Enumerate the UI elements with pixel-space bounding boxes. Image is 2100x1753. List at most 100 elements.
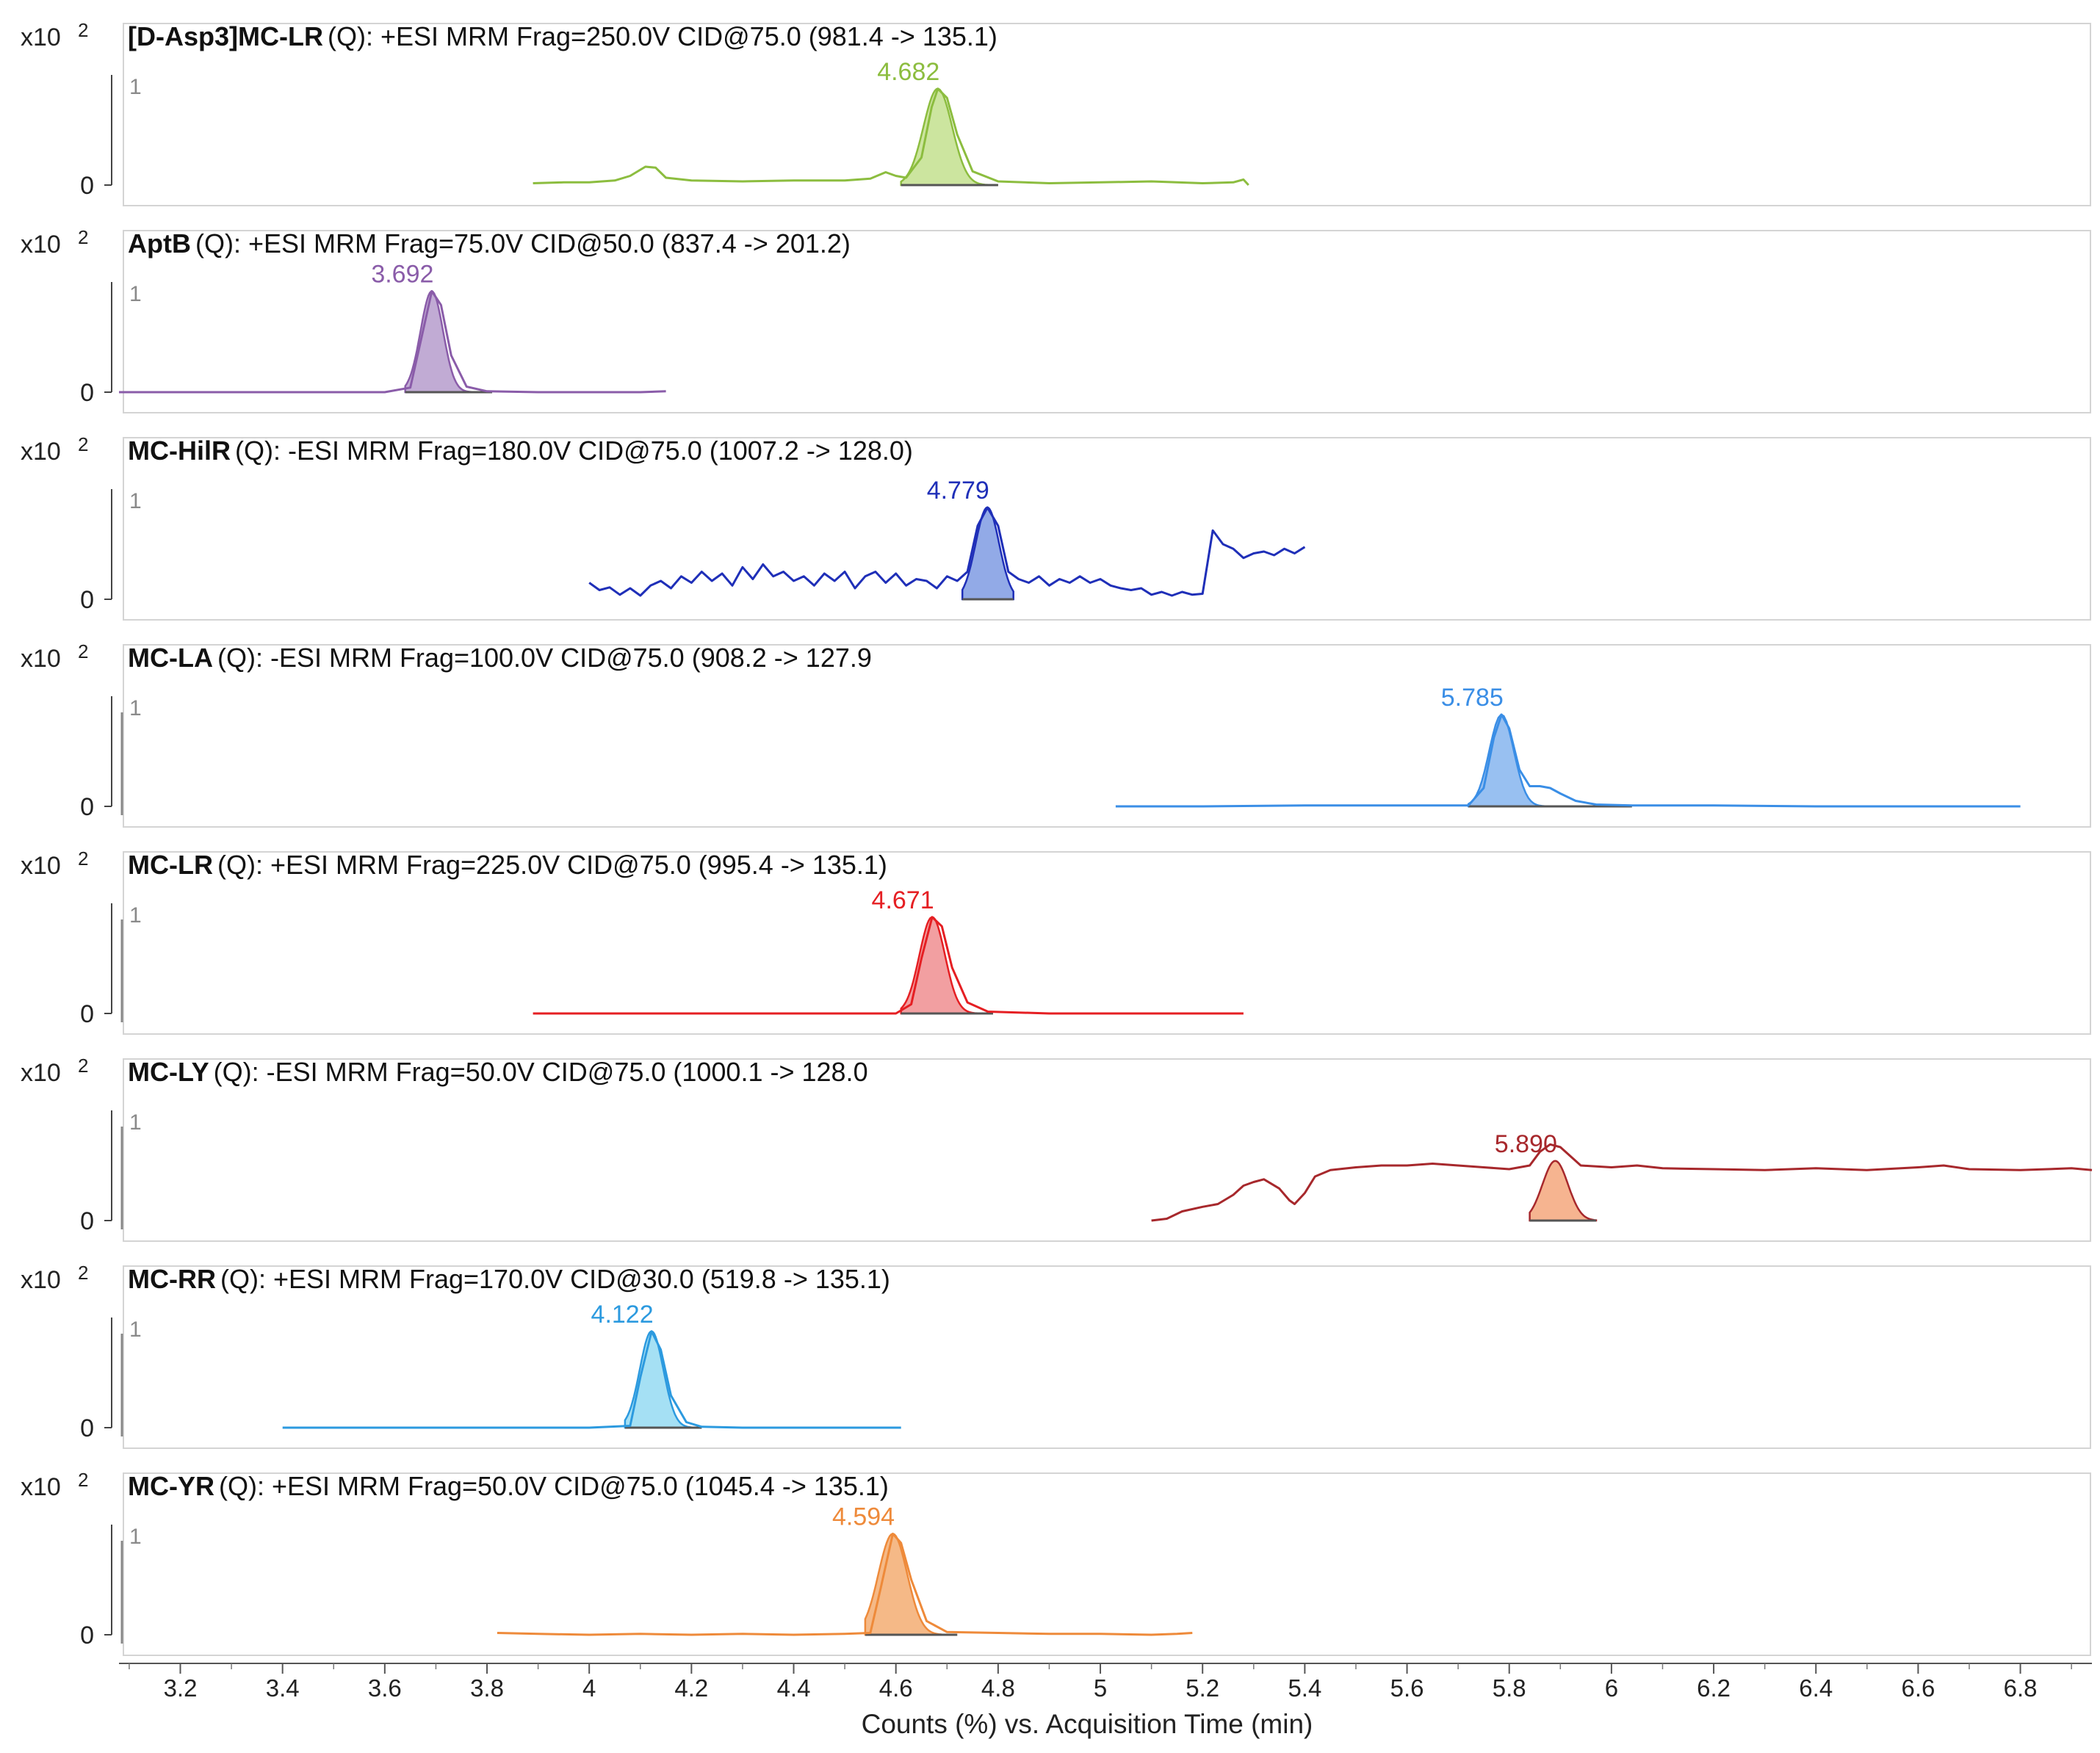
y-tick-label-0: 0 [80, 1622, 94, 1649]
transition-info: (Q): +ESI MRM Frag=250.0V CID@75.0 (981.… [328, 21, 997, 51]
y-exponent: 2 [78, 640, 88, 662]
peak-label: 4.779 [927, 477, 989, 505]
x-tick-label: 4.4 [777, 1674, 811, 1702]
panel-title: [D-Asp3]MC-LR (Q): +ESI MRM Frag=250.0V C… [128, 21, 997, 51]
trace-line [119, 290, 666, 394]
panel-5: x10 2 0 1 MC-LR (Q): +ESI MRM Frag=225.0V CID… [21, 847, 2091, 1035]
y-tick-label-0: 0 [80, 172, 94, 200]
y-tick-label-1: 1 [129, 1110, 142, 1135]
panel-6: x10 2 0 1 MC-LY (Q): -ESI MRM Frag=50.0V CID@… [21, 1055, 2093, 1242]
x-tick-label: 6.2 [1697, 1674, 1731, 1702]
x-tick-label: 3.8 [470, 1674, 504, 1702]
y-tick-label-0: 0 [80, 793, 94, 821]
panel-frame [123, 437, 2091, 621]
panel-frame [123, 1265, 2091, 1449]
y-exponent: 2 [78, 847, 88, 870]
panel-frame [123, 644, 2091, 828]
transition-info: (Q): +ESI MRM Frag=170.0V CID@30.0 (519.… [220, 1264, 890, 1294]
y-exponent: 2 [78, 226, 88, 248]
peak-label: 4.122 [591, 1301, 654, 1329]
compound-name: MC-HilR [128, 435, 231, 466]
panel-frame [123, 1472, 2091, 1656]
y-multiplier: x10 [21, 231, 61, 259]
panel-4: x10 2 0 1 MC-LA (Q): -ESI MRM Frag=100.0V CID… [21, 640, 2091, 828]
panel-title: MC-LY (Q): -ESI MRM Frag=50.0V CID@75.0 (… [128, 1057, 868, 1087]
y-tick-label-0: 0 [80, 1414, 94, 1442]
compound-name: MC-RR [128, 1264, 216, 1294]
x-tick-label: 5.2 [1186, 1674, 1219, 1702]
x-tick-label: 5.4 [1288, 1674, 1321, 1702]
panels: x10 2 0 1 [D-Asp3]MC-LR (Q): +ESI MRM Frag=25… [21, 19, 2093, 1656]
y-tick-label-1: 1 [129, 1525, 142, 1549]
y-multiplier: x10 [21, 645, 61, 673]
x-axis: 3.2 3.4 3.6 3.8 4 4.2 4.4 4.6 4.8 5 5.2 5.4 5.6 5.8 6 6… [119, 1663, 2092, 1739]
panel-1: x10 2 0 1 [D-Asp3]MC-LR (Q): +ESI MRM Frag=25… [21, 19, 2091, 206]
x-tick-label: 5.6 [1390, 1674, 1424, 1702]
y-exponent: 2 [78, 1055, 88, 1077]
y-tick-label-1: 1 [129, 75, 142, 99]
peak-label: 5.890 [1495, 1130, 1557, 1158]
panel-3: x10 2 0 1 MC-HilR (Q): -ESI MRM Frag=180.0V C… [21, 433, 2091, 621]
panel-frame [123, 23, 2091, 206]
trace-line [1115, 713, 2021, 808]
compound-name: MC-LA [128, 643, 213, 673]
y-tick-label-1: 1 [129, 489, 142, 513]
panel-title: MC-LR (Q): +ESI MRM Frag=225.0V CID@75.0 … [128, 850, 887, 880]
panel-title: MC-HilR (Q): -ESI MRM Frag=180.0V CID@75.… [128, 435, 913, 466]
x-tick-label: 5.8 [1493, 1674, 1526, 1702]
x-tick-label: 3.2 [164, 1674, 198, 1702]
transition-info: (Q): +ESI MRM Frag=225.0V CID@75.0 (995.… [217, 850, 887, 880]
peak-label: 5.785 [1441, 684, 1504, 712]
compound-name: AptB [128, 228, 191, 259]
transition-info: (Q): -ESI MRM Frag=180.0V CID@75.0 (1007… [235, 435, 913, 466]
peak-label: 4.671 [872, 886, 934, 914]
trace-line [588, 506, 1306, 597]
y-multiplier: x10 [21, 852, 61, 880]
y-tick-label-0: 0 [80, 1000, 94, 1028]
x-tick-label: 6.8 [2004, 1674, 2038, 1702]
compound-name: MC-LR [128, 850, 213, 880]
trace-line [282, 1330, 901, 1429]
peak-fill [1529, 1160, 1598, 1222]
x-axis-label: Counts (%) vs. Acquisition Time (min) [862, 1709, 1313, 1739]
x-tick-label: 3.6 [368, 1674, 402, 1702]
x-tick-label: 6 [1605, 1674, 1618, 1702]
x-tick-label: 3.4 [266, 1674, 300, 1702]
transition-info: (Q): -ESI MRM Frag=100.0V CID@75.0 (908.… [217, 643, 872, 673]
y-exponent: 2 [78, 1469, 88, 1491]
y-exponent: 2 [78, 1262, 88, 1284]
y-exponent: 2 [78, 19, 88, 41]
x-tick-label: 4.6 [879, 1674, 913, 1702]
panel-title: MC-LA (Q): -ESI MRM Frag=100.0V CID@75.0 … [128, 643, 872, 673]
panel-title: MC-RR (Q): +ESI MRM Frag=170.0V CID@30.0 … [128, 1264, 890, 1294]
panel-frame [123, 851, 2091, 1035]
y-tick-label-1: 1 [129, 282, 142, 306]
panel-8: x10 2 0 1 MC-YR (Q): +ESI MRM Frag=50.0V CID@… [21, 1469, 2091, 1656]
x-tick-label: 5 [1094, 1674, 1107, 1702]
y-multiplier: x10 [21, 1473, 61, 1501]
transition-info: (Q): +ESI MRM Frag=50.0V CID@75.0 (1045.… [219, 1471, 889, 1501]
peak-label: 4.594 [832, 1503, 895, 1531]
trace-line [1151, 1143, 2093, 1222]
peak-label: 3.692 [371, 261, 433, 289]
y-multiplier: x10 [21, 1059, 61, 1087]
compound-name: MC-LY [128, 1057, 209, 1087]
y-multiplier: x10 [21, 438, 61, 466]
x-tick-label: 6.6 [1901, 1674, 1935, 1702]
transition-info: (Q): +ESI MRM Frag=75.0V CID@50.0 (837.4… [195, 228, 851, 259]
trace-line [497, 1533, 1193, 1636]
panel-title: MC-YR (Q): +ESI MRM Frag=50.0V CID@75.0 (… [128, 1471, 889, 1501]
compound-name: [D-Asp3]MC-LR [128, 21, 323, 51]
transition-info: (Q): -ESI MRM Frag=50.0V CID@75.0 (1000.… [214, 1057, 868, 1087]
trace-line [533, 916, 1244, 1015]
x-tick-label: 4 [582, 1674, 596, 1702]
y-multiplier: x10 [21, 24, 61, 51]
y-tick-label-0: 0 [80, 379, 94, 407]
panel-title: AptB (Q): +ESI MRM Frag=75.0V CID@50.0 (8… [128, 228, 851, 259]
y-exponent: 2 [78, 433, 88, 455]
trace-line [533, 87, 1249, 187]
x-tick-label: 6.4 [1799, 1674, 1833, 1702]
y-tick-label-1: 1 [129, 1318, 142, 1342]
y-tick-label-0: 0 [80, 586, 94, 614]
